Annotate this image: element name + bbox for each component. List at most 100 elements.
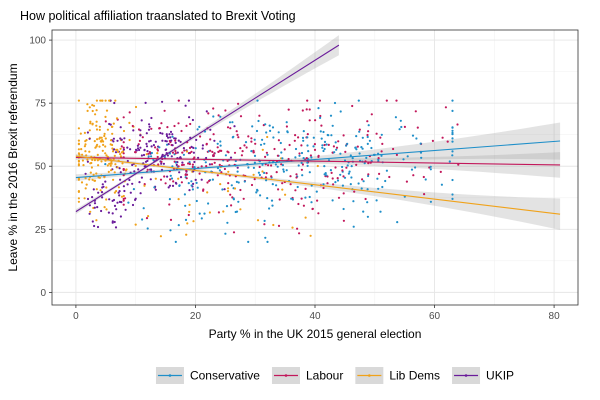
point-conservative (294, 147, 298, 151)
point-conservative (301, 136, 305, 139)
point-labour (174, 152, 177, 155)
point-lib-dems (85, 183, 88, 186)
point-conservative (251, 125, 254, 128)
point-conservative (270, 199, 274, 202)
point-labour (258, 165, 261, 169)
point-lib-dems (89, 171, 92, 174)
point-conservative (308, 195, 311, 199)
point-lib-dems (219, 183, 222, 186)
point-ukip (165, 140, 168, 143)
point-ukip (146, 150, 149, 153)
x-tick-label: 0 (73, 311, 79, 322)
point-ukip (167, 143, 170, 146)
point-ukip (170, 155, 173, 158)
point-labour (218, 163, 221, 166)
point-conservative (357, 99, 360, 102)
point-lib-dems (92, 173, 95, 176)
point-labour (276, 154, 279, 157)
point-conservative (268, 207, 271, 210)
point-ukip (88, 204, 91, 207)
point-labour (366, 120, 369, 123)
point-lib-dems (120, 151, 123, 154)
y-tick-label: 100 (29, 36, 46, 47)
point-labour (177, 122, 180, 125)
point-lib-dems (108, 162, 111, 165)
point-conservative (451, 137, 454, 140)
point-conservative (224, 154, 227, 157)
point-conservative (218, 169, 221, 172)
point-ukip (200, 178, 203, 181)
point-ukip (174, 137, 177, 140)
point-labour (122, 199, 125, 202)
point-ukip (208, 163, 211, 166)
point-labour (264, 155, 267, 158)
point-labour (169, 178, 172, 181)
point-labour (441, 136, 444, 139)
point-labour (122, 141, 125, 144)
point-labour (185, 169, 188, 172)
point-labour (304, 187, 307, 190)
point-lib-dems (291, 226, 294, 229)
point-conservative (271, 204, 274, 207)
point-conservative (420, 156, 423, 159)
point-conservative (290, 197, 293, 200)
point-conservative (451, 129, 454, 132)
point-conservative (319, 130, 322, 133)
point-ukip (236, 166, 239, 169)
point-conservative (257, 119, 260, 123)
point-conservative (370, 146, 373, 150)
point-conservative (335, 148, 338, 151)
point-conservative (253, 161, 256, 164)
point-lib-dems (121, 162, 124, 165)
point-ukip (113, 204, 117, 207)
point-conservative (300, 151, 304, 155)
point-conservative (348, 170, 351, 173)
point-ukip (164, 148, 167, 151)
point-ukip (144, 101, 147, 104)
point-lib-dems (89, 210, 92, 213)
point-labour (250, 183, 254, 187)
point-ukip (176, 151, 179, 154)
point-lib-dems (134, 105, 138, 109)
point-lib-dems (113, 191, 116, 194)
point-conservative (306, 161, 309, 164)
point-conservative (346, 142, 349, 145)
point-ukip (223, 188, 226, 191)
point-lib-dems (128, 121, 131, 124)
point-lib-dems (77, 164, 80, 167)
point-labour (298, 152, 301, 155)
point-lib-dems (261, 148, 264, 151)
point-labour (254, 142, 257, 145)
point-conservative (237, 181, 240, 184)
point-conservative (322, 130, 325, 134)
point-ukip (129, 148, 132, 151)
point-ukip (160, 168, 164, 171)
point-ukip (150, 116, 153, 120)
point-lib-dems (97, 176, 100, 179)
point-ukip (154, 140, 157, 143)
point-labour (395, 99, 398, 102)
point-lib-dems (80, 148, 83, 151)
point-conservative (174, 240, 177, 243)
point-ukip (93, 202, 97, 205)
point-lib-dems (316, 164, 319, 168)
point-conservative (259, 194, 262, 197)
point-conservative (381, 185, 384, 189)
point-labour (263, 223, 266, 226)
point-lib-dems (119, 155, 123, 158)
point-ukip (114, 151, 118, 154)
point-conservative (282, 170, 285, 173)
legend-dot-labour (284, 374, 288, 377)
point-conservative (190, 184, 193, 187)
point-ukip (170, 139, 173, 142)
point-conservative (451, 133, 454, 136)
point-lib-dems (128, 138, 131, 142)
point-labour (316, 199, 319, 202)
point-lib-dems (116, 150, 120, 153)
point-labour (122, 168, 125, 172)
point-ukip (118, 167, 121, 170)
point-conservative (306, 136, 309, 139)
point-labour (270, 164, 273, 167)
point-labour (342, 134, 345, 137)
point-conservative (141, 218, 144, 221)
